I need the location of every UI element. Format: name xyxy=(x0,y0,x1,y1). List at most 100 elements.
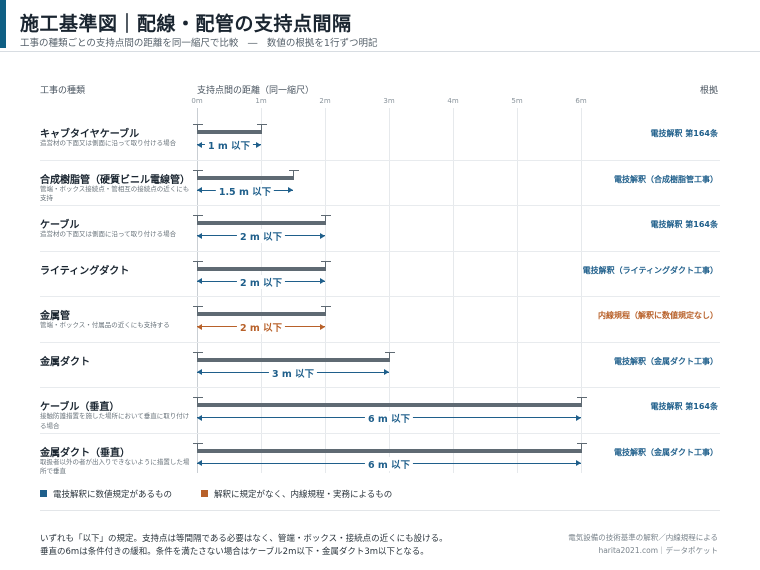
row-basis: 電技解釈（金属ダクト工事） xyxy=(614,356,718,366)
dimension-arrow-right xyxy=(576,414,581,421)
dimension-arrow-left xyxy=(197,141,202,148)
page-title: 施工基準図｜配線・配管の支持点間隔 xyxy=(20,13,352,35)
support-point-cap xyxy=(385,351,395,353)
row-type-note: 造営材の下面又は側面に沿って取り付ける場合 xyxy=(40,139,177,147)
support-point-end xyxy=(325,260,326,271)
column-header-type: 工事の種類 xyxy=(40,86,86,96)
span-bar xyxy=(197,312,325,316)
dimension-arrow-left xyxy=(197,414,202,421)
column-header-basis: 根拠 xyxy=(699,86,718,96)
chart-row: ライティングダクト 電技解釈（ライティングダクト工事） 2 m 以下 xyxy=(0,250,760,297)
support-point-cap xyxy=(321,260,331,262)
row-divider xyxy=(40,205,720,206)
dimension-arrow-left xyxy=(197,278,202,284)
legend-label-electrical: 電技解釈に数値規定があるもの xyxy=(53,490,173,500)
legend-swatch-internal xyxy=(201,490,208,497)
accent-bar xyxy=(0,0,6,48)
row-type-name: 金属管 xyxy=(40,311,70,322)
support-point-start xyxy=(197,169,198,180)
x-tick-label: 2m xyxy=(319,97,331,105)
support-point-cap xyxy=(193,442,203,444)
x-tick-label: 6m xyxy=(575,97,587,105)
footer-credit: harita2021.com｜データポケット xyxy=(598,546,718,555)
x-gridline xyxy=(453,108,454,473)
row-type-note: 管端・ボックス接続点・管相互の接続点の近くにも支持 xyxy=(40,184,190,203)
span-bar xyxy=(197,221,325,225)
span-bar xyxy=(197,448,581,453)
x-gridline xyxy=(581,108,582,473)
support-point-start xyxy=(197,397,198,407)
row-basis: 内線規程（解釈に数値規定なし） xyxy=(598,311,718,320)
support-point-start xyxy=(197,442,198,453)
row-divider xyxy=(40,296,720,297)
legend-swatch-electrical xyxy=(40,490,47,497)
support-point-cap xyxy=(193,397,203,398)
row-type-name: 金属ダクト（垂直） xyxy=(40,447,130,459)
chart-row: 金属管 管端・ボックス・付属品の近くにも支持する 内線規程（解釈に数値規定なし） 2 … xyxy=(0,296,760,342)
support-point-start xyxy=(197,215,198,225)
row-type-name: 合成樹脂管（硬質ビニル電線管） xyxy=(40,174,190,186)
span-bar xyxy=(197,130,261,134)
chart-row: ケーブル 造営材の下面又は側面に沿って取り付ける場合 電技解釈 第164条 2 m 以… xyxy=(0,205,760,251)
dimension-label: 2 m 以下 xyxy=(236,229,286,243)
legend-label-internal: 解釈に規定がなく、内線規程・実務によるもの xyxy=(214,490,393,500)
dimension-arrow-right xyxy=(320,278,325,284)
row-type-name: ケーブル（垂直） xyxy=(40,402,120,413)
dimension-label: 1.5 m 以下 xyxy=(215,183,275,198)
row-type-name: ライティングダクト xyxy=(40,265,130,277)
support-point-cap xyxy=(289,169,299,171)
dimension-label: 6 m 以下 xyxy=(364,456,414,471)
support-point-end xyxy=(389,351,390,362)
support-point-cap xyxy=(577,442,587,444)
x-tick-label: 5m xyxy=(511,97,523,105)
row-type-note: 取扱者以外の者が出入りできないように措置した場所で垂直 xyxy=(40,457,190,476)
page-subtitle: 工事の種類ごとの支持点間の距離を同一縮尺で比較 ― 数値の根拠を1行ずつ明記 xyxy=(20,38,378,49)
x-tick-label: 0m xyxy=(191,97,203,105)
support-point-end xyxy=(261,124,262,134)
support-point-cap xyxy=(193,306,203,307)
support-point-cap xyxy=(321,306,331,307)
dimension-arrow-right xyxy=(320,323,325,330)
span-bar xyxy=(197,266,325,271)
dimension-arrow-right xyxy=(288,187,293,193)
dimension-arrow-right xyxy=(256,141,261,148)
row-type-note: 造営材の下面又は側面に沿って取り付ける場合 xyxy=(40,230,177,238)
legend-item-internal: 解釈に規定がなく、内線規程・実務によるもの xyxy=(201,488,392,500)
support-point-cap xyxy=(257,124,267,125)
chart-row: 合成樹脂管（硬質ビニル電線管） 管端・ボックス接続点・管相互の接続点の近くにも支持… xyxy=(0,159,760,206)
span-bar xyxy=(197,403,581,407)
dimension-label: 2 m 以下 xyxy=(236,320,286,334)
row-divider xyxy=(40,387,720,388)
footer-note-1: いずれも「以下」の規定。支持点は等間隔である必要はなく、管端・ボックス・接続点の… xyxy=(40,534,448,544)
span-bar xyxy=(197,175,293,180)
chart-row: ケーブル（垂直） 接触防護措置を施した場所において垂直に取り付ける場合 電技解釈 第… xyxy=(0,387,760,433)
x-tick-label: 4m xyxy=(447,97,459,105)
support-point-end xyxy=(325,215,326,225)
legend-item-electrical: 電技解釈に数値規定があるもの xyxy=(40,488,172,500)
footer-divider xyxy=(40,510,720,511)
row-divider xyxy=(40,341,720,343)
row-type-name: 金属ダクト xyxy=(40,356,90,368)
support-point-end xyxy=(581,442,582,453)
dimension-label: 6 m 以下 xyxy=(364,411,414,425)
row-type-name: ケーブル xyxy=(40,220,80,231)
row-basis: 電技解釈 第164条 xyxy=(650,220,718,229)
x-tick-label: 3m xyxy=(383,97,395,105)
row-divider xyxy=(40,432,720,434)
support-point-cap xyxy=(193,260,203,262)
row-divider xyxy=(40,250,720,252)
support-point-cap xyxy=(193,124,203,125)
dimension-arrow-left xyxy=(197,323,202,330)
chart-row: 金属ダクト 電技解釈（金属ダクト工事） 3 m 以下 xyxy=(0,341,760,388)
dimension-label: 3 m 以下 xyxy=(268,365,318,380)
support-point-cap xyxy=(321,215,331,216)
footer-note-2: 垂直の6mは条件付きの緩和。条件を満たさない場合はケーブル2m以下・金属ダクト3… xyxy=(40,547,429,557)
x-gridline xyxy=(261,108,262,473)
support-point-start xyxy=(197,260,198,271)
footer-source: 電気設備の技術基準の解釈／内線規程による xyxy=(568,533,718,542)
support-point-cap xyxy=(193,351,203,353)
x-gridline xyxy=(389,108,390,473)
row-type-name: キャブタイヤケーブル xyxy=(40,129,140,140)
support-point-cap xyxy=(577,397,587,398)
